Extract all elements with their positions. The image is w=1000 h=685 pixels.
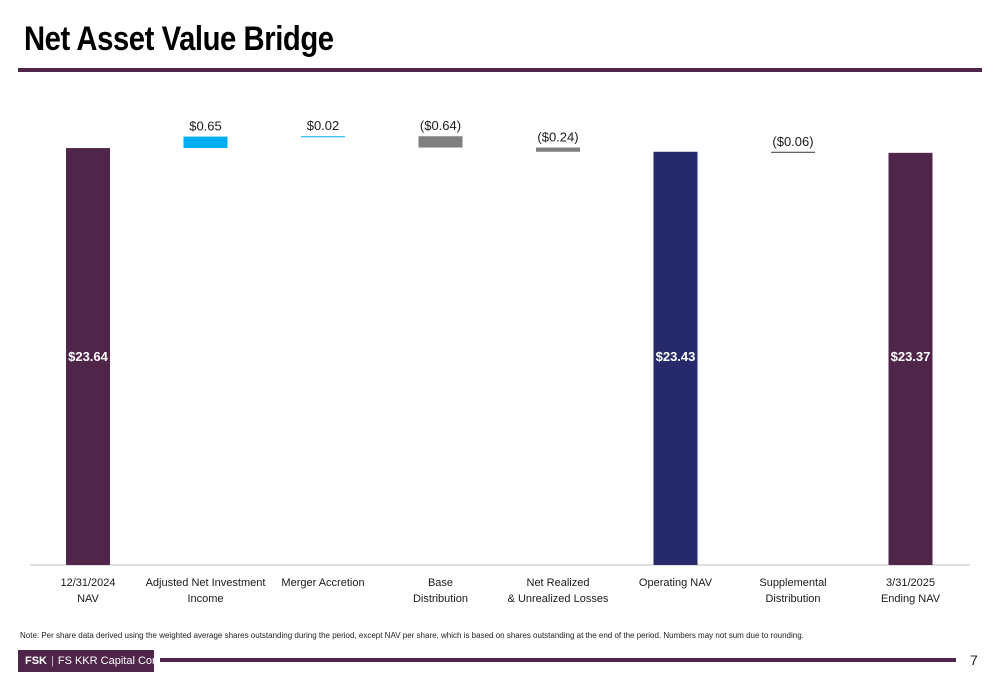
data-label-5: $23.43	[656, 349, 696, 364]
logo-ticker: FSK	[25, 655, 47, 667]
bar-2	[301, 136, 345, 138]
category-label-6-0: Supplemental	[759, 577, 826, 589]
category-label-3-0: Base	[428, 577, 453, 589]
title-divider	[18, 68, 982, 72]
category-label-7-0: 3/31/2025	[886, 577, 935, 589]
company-logo: FSK | FS KKR Capital Corp.	[18, 650, 165, 672]
category-label-0-1: NAV	[77, 593, 99, 605]
category-label-4-1: & Unrealized Losses	[508, 593, 609, 605]
bar-5	[653, 151, 698, 565]
footnote: Note: Per share data derived using the w…	[20, 631, 804, 640]
logo-separator: |	[51, 655, 54, 667]
data-label-1: $0.65	[189, 119, 222, 134]
category-label-6-1: Distribution	[765, 593, 820, 605]
bar-3	[418, 136, 463, 148]
bar-6	[771, 151, 815, 153]
data-label-6: ($0.06)	[772, 134, 813, 149]
footer-divider	[160, 658, 956, 662]
data-label-2: $0.02	[307, 118, 340, 133]
data-label-7: $23.37	[891, 349, 931, 364]
page-title: Net Asset Value Bridge	[24, 20, 334, 58]
bar-1	[183, 136, 228, 149]
category-label-1-1: Income	[187, 593, 223, 605]
category-label-0-0: 12/31/2024	[60, 577, 115, 589]
nav-bridge-chart: $23.64 12/31/2024 NAV $0.65 Adjusted Net Inv…	[30, 118, 970, 605]
category-label-7-1: Ending NAV	[881, 593, 941, 605]
logo-company-name: FS KKR Capital Corp.	[57, 655, 165, 667]
data-label-3: ($0.64)	[420, 118, 461, 133]
category-label-1-0: Adjusted Net Investment	[146, 577, 266, 589]
category-label-2-0: Merger Accretion	[281, 577, 364, 589]
bar-0	[66, 148, 110, 565]
category-label-4-0: Net Realized	[527, 577, 590, 589]
bar-7	[888, 152, 933, 565]
data-label-4: ($0.24)	[537, 130, 578, 145]
category-label-3-1: Distribution	[413, 593, 468, 605]
page-number: 7	[970, 652, 978, 668]
data-label-0: $23.64	[68, 349, 109, 364]
category-label-5-0: Operating NAV	[639, 577, 713, 589]
bar-4	[536, 147, 580, 152]
